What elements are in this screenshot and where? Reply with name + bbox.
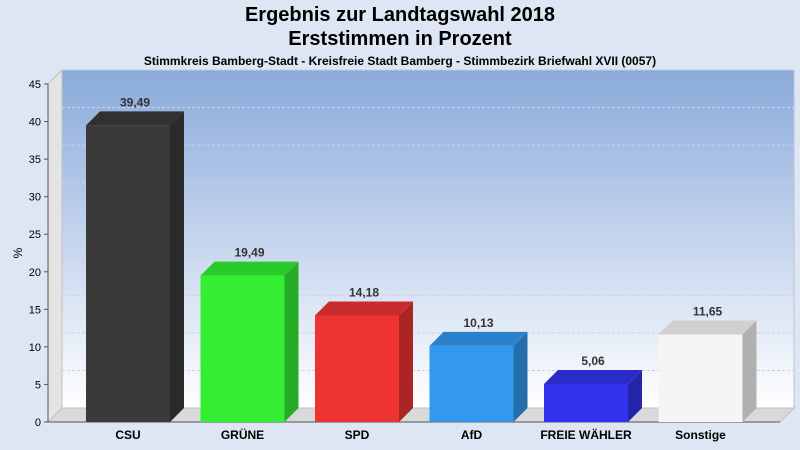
data-label: 19,49: [234, 246, 264, 260]
y-tick-label: 5: [35, 379, 41, 391]
y-tick-label: 25: [29, 229, 41, 241]
bar-top: [86, 111, 184, 126]
chart-title-line2: Erststimmen in Prozent: [288, 28, 512, 50]
bar-side: [628, 369, 642, 422]
y-tick-label: 10: [29, 342, 41, 354]
chart-subtitle: Stimmkreis Bamberg-Stadt - Kreisfreie St…: [143, 54, 657, 68]
bar-top: [429, 331, 528, 346]
x-tick-label: GRÜNE: [221, 427, 264, 442]
data-label: 5,06: [581, 354, 605, 368]
x-tick-label: FREIE WÄHLER: [540, 427, 632, 442]
data-label: 39,49: [120, 95, 150, 109]
bar-top: [200, 261, 299, 276]
bar-side: [513, 331, 528, 422]
y-tick-label: 35: [29, 154, 41, 166]
bar-side: [742, 320, 757, 422]
bar: [315, 315, 399, 422]
bar-side: [170, 111, 184, 422]
y-axis-label: %: [11, 247, 25, 258]
bar: [86, 125, 170, 422]
bar: [658, 334, 743, 422]
x-tick-label: CSU: [115, 428, 140, 442]
bar: [429, 345, 514, 422]
bar-top: [658, 320, 757, 335]
data-label: 10,13: [463, 316, 493, 330]
x-tick-label: AfD: [461, 428, 483, 442]
bar: [544, 383, 628, 422]
data-label: 14,18: [349, 285, 379, 299]
bar-side: [284, 261, 299, 422]
y-tick-label: 30: [29, 192, 41, 204]
y-tick-label: 20: [29, 267, 41, 279]
bar-side: [399, 301, 413, 422]
chart-title: Ergebnis zur Landtagswahl 2018: [244, 4, 556, 26]
bar-top: [315, 301, 413, 316]
y-tick-label: 15: [29, 304, 41, 316]
data-label: 11,65: [693, 304, 723, 318]
x-tick-label: Sonstige: [675, 428, 726, 442]
bar-top: [544, 369, 642, 384]
y-tick-label: 45: [29, 79, 41, 91]
bar: [200, 275, 285, 422]
y-tick-label: 40: [29, 117, 41, 129]
x-tick-label: SPD: [345, 428, 370, 442]
y-tick-label: 0: [35, 417, 41, 429]
plot-side-wall: [47, 68, 63, 424]
